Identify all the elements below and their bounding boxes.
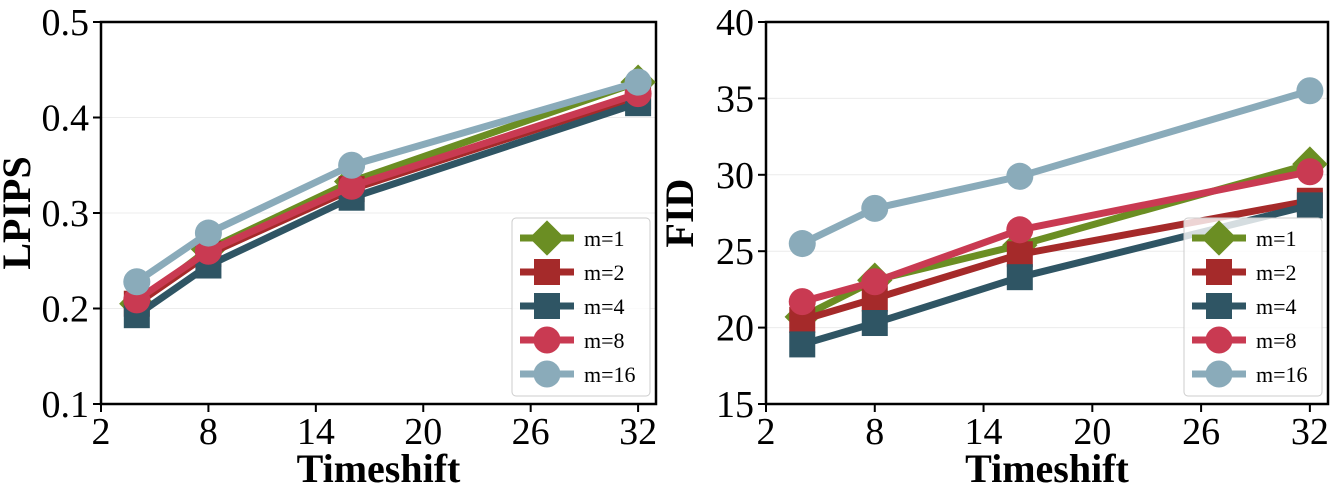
fid-xtick-label: 32 bbox=[1291, 411, 1329, 453]
data-point bbox=[861, 310, 888, 337]
lpips-xtick-label: 14 bbox=[297, 411, 335, 453]
fid-legend: m=1 m=2 m=4 m=8 m=16 bbox=[1183, 217, 1323, 397]
data-point bbox=[1006, 241, 1033, 268]
data-point bbox=[789, 331, 816, 358]
legend-label: m=1 bbox=[1256, 226, 1297, 251]
lpips-ytick-label: 0.5 bbox=[42, 2, 90, 44]
lpips-chart: 0.1 0.2 0.3 0.4 0.5 2 8 14 20 26 32 Timeshift LPIPS m… bbox=[0, 2, 658, 491]
series-line bbox=[134, 90, 640, 303]
fid-ytick-label: 35 bbox=[716, 78, 754, 120]
lpips-xtick-label: 8 bbox=[199, 411, 218, 453]
data-point bbox=[1296, 192, 1323, 219]
legend-marker bbox=[533, 326, 561, 354]
fid-ytick-label: 15 bbox=[716, 384, 754, 426]
fid-x-axis-title: Timeshift bbox=[965, 446, 1129, 491]
fid-xtick-label: 26 bbox=[1182, 411, 1220, 453]
data-point bbox=[1006, 216, 1034, 244]
lpips-xtick-label: 20 bbox=[404, 411, 442, 453]
data-point bbox=[123, 268, 151, 296]
data-point bbox=[788, 288, 816, 316]
legend-label: m=16 bbox=[1256, 362, 1308, 387]
data-point bbox=[861, 194, 889, 222]
lpips-xtick-label: 26 bbox=[512, 411, 550, 453]
series-line bbox=[801, 197, 1311, 324]
legend-marker bbox=[1205, 360, 1233, 388]
data-point bbox=[624, 68, 652, 96]
lpips-ytick-label: 0.1 bbox=[42, 384, 90, 426]
legend-marker bbox=[1205, 326, 1233, 354]
data-point bbox=[1006, 264, 1033, 291]
fid-xtick-label: 14 bbox=[965, 411, 1003, 453]
series-line bbox=[801, 168, 1311, 305]
legend-label: m=8 bbox=[584, 328, 625, 353]
legend-label: m=4 bbox=[1256, 294, 1297, 319]
data-point bbox=[1296, 77, 1324, 105]
data-point bbox=[194, 219, 222, 247]
legend-marker bbox=[1206, 259, 1232, 285]
series-line bbox=[134, 78, 640, 285]
legend-marker bbox=[534, 293, 560, 319]
fid-y-axis-title: FID bbox=[657, 179, 702, 248]
legend-label: m=4 bbox=[584, 294, 625, 319]
legend-label: m=16 bbox=[584, 362, 636, 387]
legend-label: m=8 bbox=[1256, 328, 1297, 353]
fid-ytick-label: 40 bbox=[716, 2, 754, 44]
fid-ytick-label: 25 bbox=[716, 231, 754, 273]
lpips-xtick-label: 2 bbox=[92, 411, 111, 453]
data-point bbox=[788, 230, 816, 258]
data-point bbox=[861, 268, 889, 296]
fid-axes-frame bbox=[764, 20, 1330, 406]
fid-series-m16 bbox=[788, 77, 1324, 258]
fid-ytick-label: 20 bbox=[716, 308, 754, 350]
fid-series-m8 bbox=[788, 158, 1324, 316]
data-point bbox=[1296, 158, 1324, 186]
data-point bbox=[338, 151, 366, 179]
series-line bbox=[801, 201, 1311, 348]
fid-xtick-label: 2 bbox=[757, 411, 776, 453]
lpips-x-axis-title: Timeshift bbox=[297, 446, 461, 491]
lpips-ytick-label: 0.2 bbox=[42, 289, 90, 331]
lpips-xtick-label: 32 bbox=[619, 411, 657, 453]
fid-xtick-label: 20 bbox=[1073, 411, 1111, 453]
fid-ytick-label: 30 bbox=[716, 155, 754, 197]
series-line bbox=[800, 160, 1311, 321]
lpips-legend: m=1 m=2 m=4 m=8 m=16 bbox=[511, 217, 651, 397]
lpips-y-axis-title: LPIPS bbox=[0, 156, 39, 269]
legend-label: m=2 bbox=[584, 260, 625, 285]
lpips-series-m16 bbox=[123, 68, 652, 296]
fid-series-m4 bbox=[789, 192, 1323, 358]
legend-marker bbox=[1206, 293, 1232, 319]
fid-chart: 15 20 25 30 35 40 2 8 14 20 26 32 Timeshift FID m=1 m=2… bbox=[657, 2, 1330, 491]
data-point bbox=[338, 172, 366, 200]
series-line bbox=[800, 87, 1311, 247]
lpips-ytick-label: 0.4 bbox=[42, 98, 90, 140]
legend-marker bbox=[529, 220, 565, 256]
legend-marker bbox=[533, 360, 561, 388]
series-line bbox=[134, 99, 640, 319]
fid-xtick-label: 8 bbox=[865, 411, 884, 453]
legend-label: m=1 bbox=[584, 226, 625, 251]
legend-marker bbox=[534, 259, 560, 285]
legend-label: m=2 bbox=[1256, 260, 1297, 285]
lpips-ytick-label: 0.3 bbox=[42, 193, 90, 235]
legend-marker bbox=[1201, 220, 1237, 256]
data-point bbox=[1006, 162, 1034, 190]
